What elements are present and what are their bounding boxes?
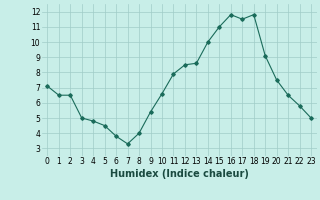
X-axis label: Humidex (Indice chaleur): Humidex (Indice chaleur) [110, 169, 249, 179]
